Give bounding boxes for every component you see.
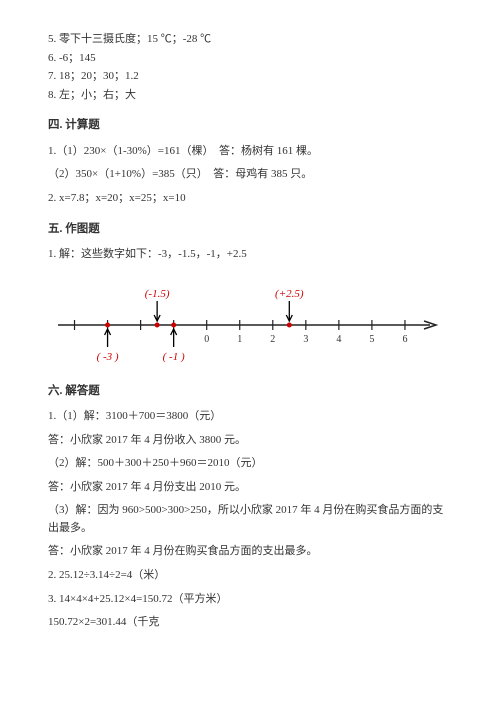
svg-text:( -1 ): ( -1 ) (163, 351, 185, 363)
svg-text:3: 3 (303, 334, 308, 345)
svg-text:(-1.5): (-1.5) (145, 288, 170, 300)
svg-text:( -3 ): ( -3 ) (97, 351, 119, 363)
svg-text:5: 5 (369, 334, 374, 345)
line-6: 6. -6；145 (48, 50, 452, 68)
svg-text:(+2.5): (+2.5) (275, 288, 304, 300)
s6-q1-2a: 答：小欣家 2017 年 4 月份支出 2010 元。 (48, 479, 452, 497)
number-line-diagram: 0 1 2 3 4 5 6 ( -3 ) (-1.5) ( -1 ) (+2.5) (48, 270, 448, 370)
svg-text:6: 6 (402, 334, 407, 345)
s4-q2: 2. x=7.8；x=20；x=25；x=10 (48, 190, 452, 208)
s6-q1-3a: 答：小欣家 2017 年 4 月份在购买食品方面的支出最多。 (48, 543, 452, 561)
s4-q1a: 1.（1）230×（1-30%）=161（棵） 答：杨树有 161 棵。 (48, 143, 452, 161)
s6-q1-3: （3）解：因为 960>500>300>250，所以小欣家 2017 年 4 月… (48, 502, 452, 537)
s5-q1: 1. 解：这些数字如下：-3，-1.5，-1，+2.5 (48, 246, 452, 264)
s6-q1-1a: 答：小欣家 2017 年 4 月份收入 3800 元。 (48, 432, 452, 450)
svg-text:4: 4 (336, 334, 341, 345)
svg-text:1: 1 (237, 334, 242, 345)
svg-text:0: 0 (204, 334, 209, 345)
s6-q1-1: 1.（1）解：3100＋700＝3800（元） (48, 408, 452, 426)
s6-q3a: 3. 14×4×4+25.12×4=150.72（平方米） (48, 591, 452, 609)
section-4-title: 四. 计算题 (48, 116, 452, 134)
s4-q1b: （2）350×（1+10%）=385（只） 答：母鸡有 385 只。 (48, 166, 452, 184)
line-5: 5. 零下十三摄氏度；15 ℃；-28 ℃ (48, 31, 452, 49)
s6-q1-2: （2）解：500＋300＋250＋960＝2010（元） (48, 455, 452, 473)
section-5-title: 五. 作图题 (48, 220, 452, 238)
section-6-title: 六. 解答题 (48, 382, 452, 400)
line-8: 8. 左；小；右；大 (48, 87, 452, 105)
svg-text:2: 2 (270, 334, 275, 345)
line-7: 7. 18；20；30；1.2 (48, 68, 452, 86)
s6-q2: 2. 25.12÷3.14÷2=4（米） (48, 567, 452, 585)
s6-q3b: 150.72×2=301.44（千克 (48, 614, 452, 632)
